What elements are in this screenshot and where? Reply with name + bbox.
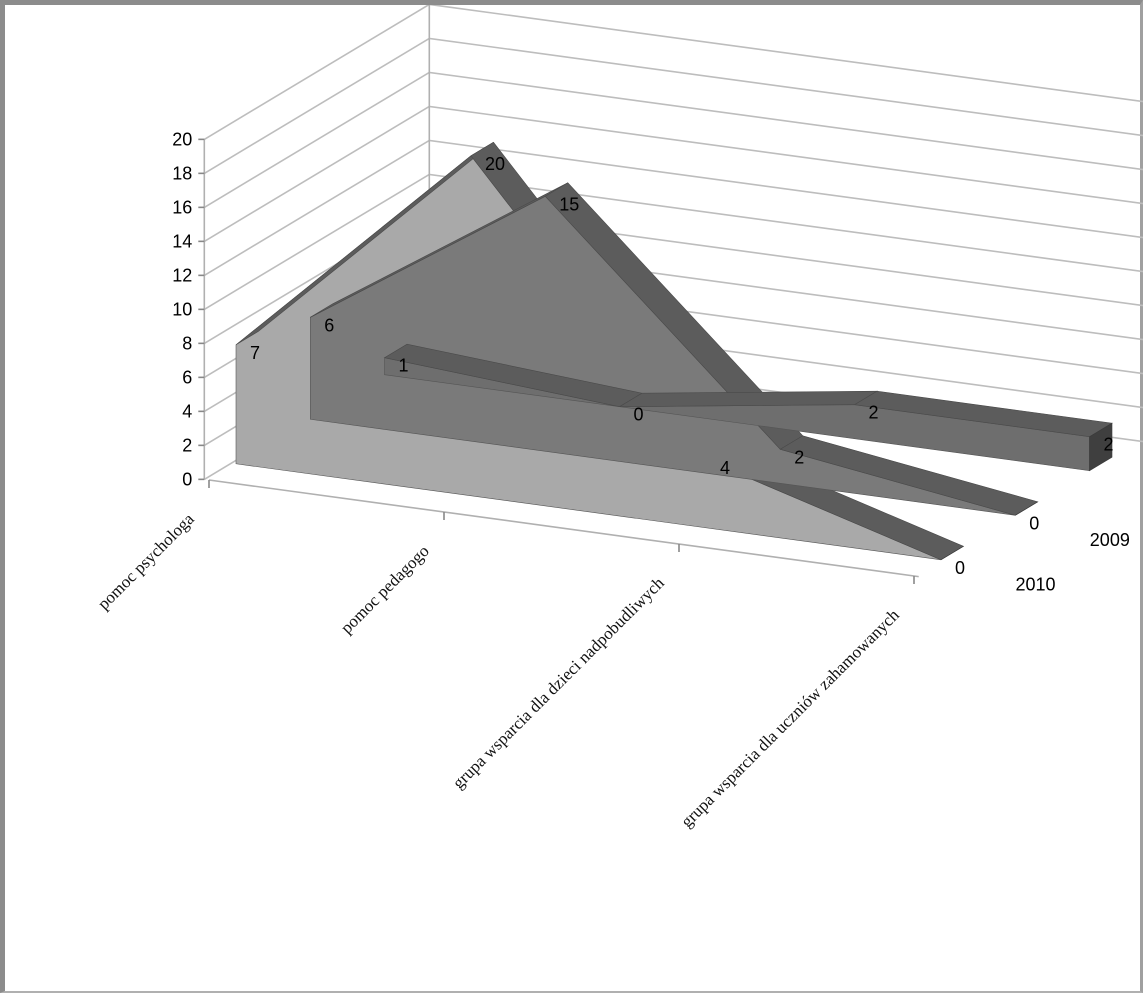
data-label: 4	[720, 458, 730, 478]
y-tick-label: 2	[182, 435, 192, 455]
data-label: 0	[1029, 513, 1039, 533]
data-label: 0	[634, 405, 644, 425]
y-tick-label: 4	[182, 401, 192, 421]
data-label: 2	[869, 403, 879, 423]
data-label: 15	[559, 194, 579, 214]
series-2009	[309, 182, 1039, 516]
y-tick-label: 14	[172, 231, 192, 251]
category-label: grupa wsparcia dla dzieci nadpobudliwych	[449, 573, 668, 792]
area-cap-2008	[1089, 422, 1113, 472]
data-label: 1	[399, 356, 409, 376]
data-label: 2	[1104, 435, 1114, 455]
y-tick-label: 20	[172, 129, 192, 149]
x-axis-line	[208, 479, 919, 578]
data-label: 7	[250, 343, 260, 363]
category-label: pomoc pedagogo	[337, 541, 433, 637]
area-top-2008	[618, 390, 879, 408]
data-label: 0	[955, 558, 965, 578]
series-depth-label: 2010	[1016, 574, 1056, 594]
y-tick-label: 18	[172, 163, 192, 183]
y-tick-label: 16	[172, 197, 192, 217]
category-label: grupa wsparcia dla uczniów zahamowanych	[677, 605, 903, 831]
y-tick-label: 10	[172, 299, 192, 319]
series-depth-label: 2009	[1090, 530, 1130, 550]
series-2008	[383, 343, 1113, 472]
area-cap-2010	[940, 546, 964, 561]
y-tick-label: 0	[182, 469, 192, 489]
gridline	[203, 5, 1143, 141]
data-label: 6	[324, 315, 334, 335]
y-tick-label: 6	[182, 367, 192, 387]
data-label: 20	[485, 154, 505, 174]
series-layer	[235, 141, 1113, 561]
y-tick-label: 8	[182, 333, 192, 353]
category-label: pomoc psychologa	[94, 509, 198, 613]
area-cap-2009	[1015, 501, 1038, 516]
data-label: 2	[794, 447, 804, 467]
y-tick-label: 12	[172, 265, 192, 285]
